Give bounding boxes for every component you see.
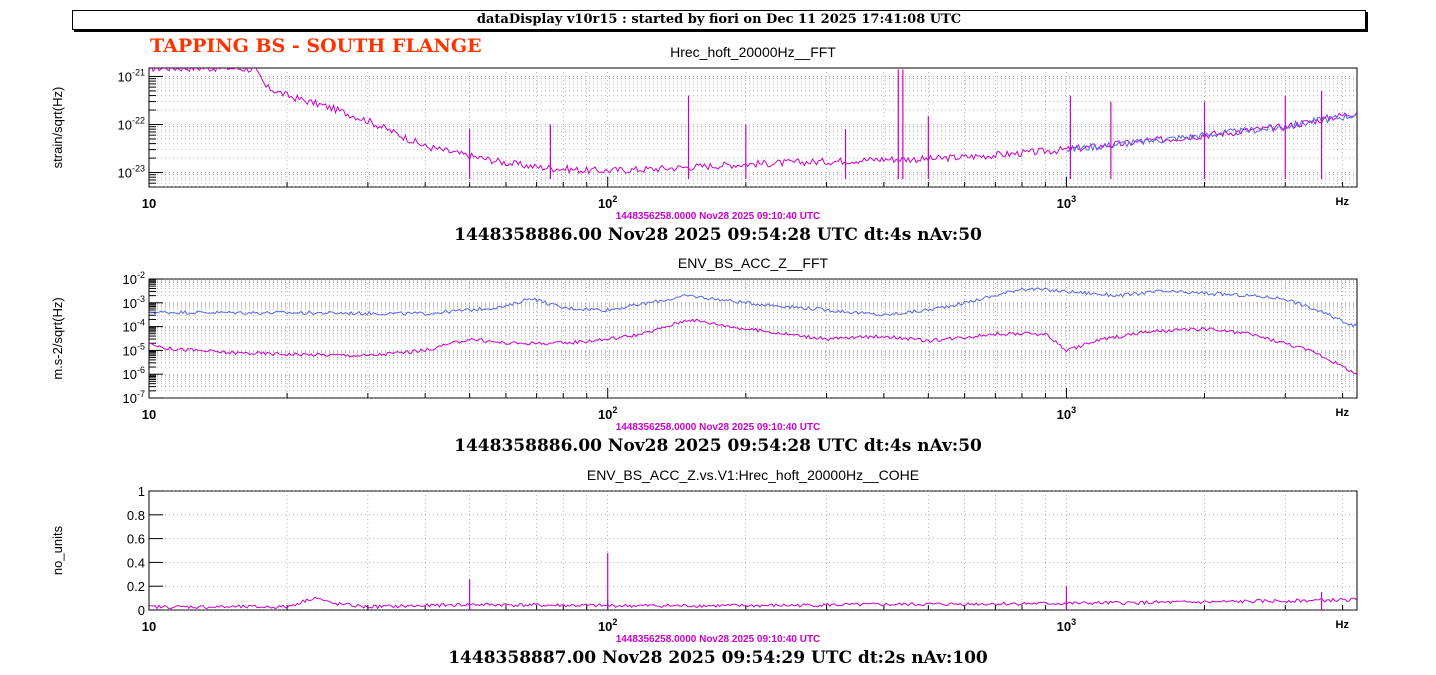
x-tick-label: 10 xyxy=(142,196,156,211)
y-axis-label: no_units xyxy=(50,525,65,575)
y-axis-label: strain/sqrt(Hz) xyxy=(50,87,65,169)
x-tick-label: 10 xyxy=(142,407,156,422)
series-line-current xyxy=(149,287,1357,328)
x-tick-label: 103 xyxy=(1057,194,1076,211)
y-tick-label: 0.8 xyxy=(127,508,145,523)
y-tick-label: 10-2 xyxy=(123,270,145,287)
sticker-label: TAPPING BS - SOUTH FLANGE xyxy=(150,35,482,57)
y-tick-label: 0.4 xyxy=(127,555,145,570)
x-tick-label: 102 xyxy=(598,405,617,422)
y-tick-label: 0 xyxy=(138,603,145,618)
x-tick-label: 102 xyxy=(598,617,617,634)
timestamp-label: 1448358886.00 Nov28 2025 09:54:28 UTC dt… xyxy=(454,225,982,245)
x-tick-label: 103 xyxy=(1057,617,1076,634)
series-group xyxy=(151,68,1357,179)
chart-panel-1: 10-23 10-22 10-21 10 102 103 Hz Hrec_hoft_20000… xyxy=(50,44,1358,245)
chart-panel-2: 10-7 10-6 10-5 10-4 10-3 10-2 10 102 103 Hz ENV_BS… xyxy=(50,255,1358,456)
y-tick-label: 10-7 xyxy=(123,389,145,406)
chart-title: ENV_BS_ACC_Z.vs.V1:Hrec_hoft_20000Hz__CO… xyxy=(587,467,919,483)
y-tick-label: 0.6 xyxy=(127,532,145,547)
y-tick-label: 10-23 xyxy=(118,164,145,181)
series-line-reference xyxy=(149,318,1357,375)
y-tick-label: 10-5 xyxy=(123,341,145,358)
plot-frame xyxy=(148,490,1358,611)
y-tick-label: 1 xyxy=(138,484,145,499)
timestamp-label: 1448358887.00 Nov28 2025 09:54:29 UTC dt… xyxy=(448,648,988,668)
y-tick-label: 10-21 xyxy=(118,67,145,84)
reference-time-label: 1448356258.0000 Nov28 2025 09:10:40 UTC xyxy=(616,634,821,645)
x-unit-label: Hz xyxy=(1336,619,1350,631)
y-tick-label: 10-3 xyxy=(123,294,145,311)
reference-time-label: 1448356258.0000 Nov28 2025 09:10:40 UTC xyxy=(616,211,821,222)
x-unit-label: Hz xyxy=(1336,196,1350,208)
y-tick-label: 0.2 xyxy=(127,579,145,594)
series-line-reference xyxy=(149,596,1357,610)
app-banner: dataDisplay v10r15 : started by fiori on… xyxy=(72,10,1366,30)
plot-frame xyxy=(148,67,1358,188)
chart-panel-3: 0 0.2 0.4 0.6 0.8 1 10 102 103 Hz ENV_BS_ACC_Z.vs.… xyxy=(50,467,1358,668)
y-tick-label: 10-6 xyxy=(123,365,145,382)
x-tick-label: 10 xyxy=(142,619,156,634)
series-group xyxy=(149,552,1357,610)
y-axis-label: m.s-2/sqrt(Hz) xyxy=(50,297,65,379)
x-tick-label: 102 xyxy=(598,194,617,211)
y-tick-label: 10-22 xyxy=(118,115,145,132)
series-line-reference xyxy=(151,68,1357,175)
chart-title: ENV_BS_ACC_Z__FFT xyxy=(678,255,829,271)
plot-frame xyxy=(148,278,1358,399)
timestamp-label: 1448358886.00 Nov28 2025 09:54:28 UTC dt… xyxy=(454,436,982,456)
x-tick-label: 103 xyxy=(1057,405,1076,422)
series-group xyxy=(149,287,1357,375)
x-unit-label: Hz xyxy=(1336,407,1350,419)
reference-time-label: 1448356258.0000 Nov28 2025 09:10:40 UTC xyxy=(616,422,821,433)
y-tick-label: 10-4 xyxy=(123,318,145,335)
series-line-current xyxy=(1066,112,1357,153)
chart-title: Hrec_hoft_20000Hz__FFT xyxy=(670,44,836,60)
